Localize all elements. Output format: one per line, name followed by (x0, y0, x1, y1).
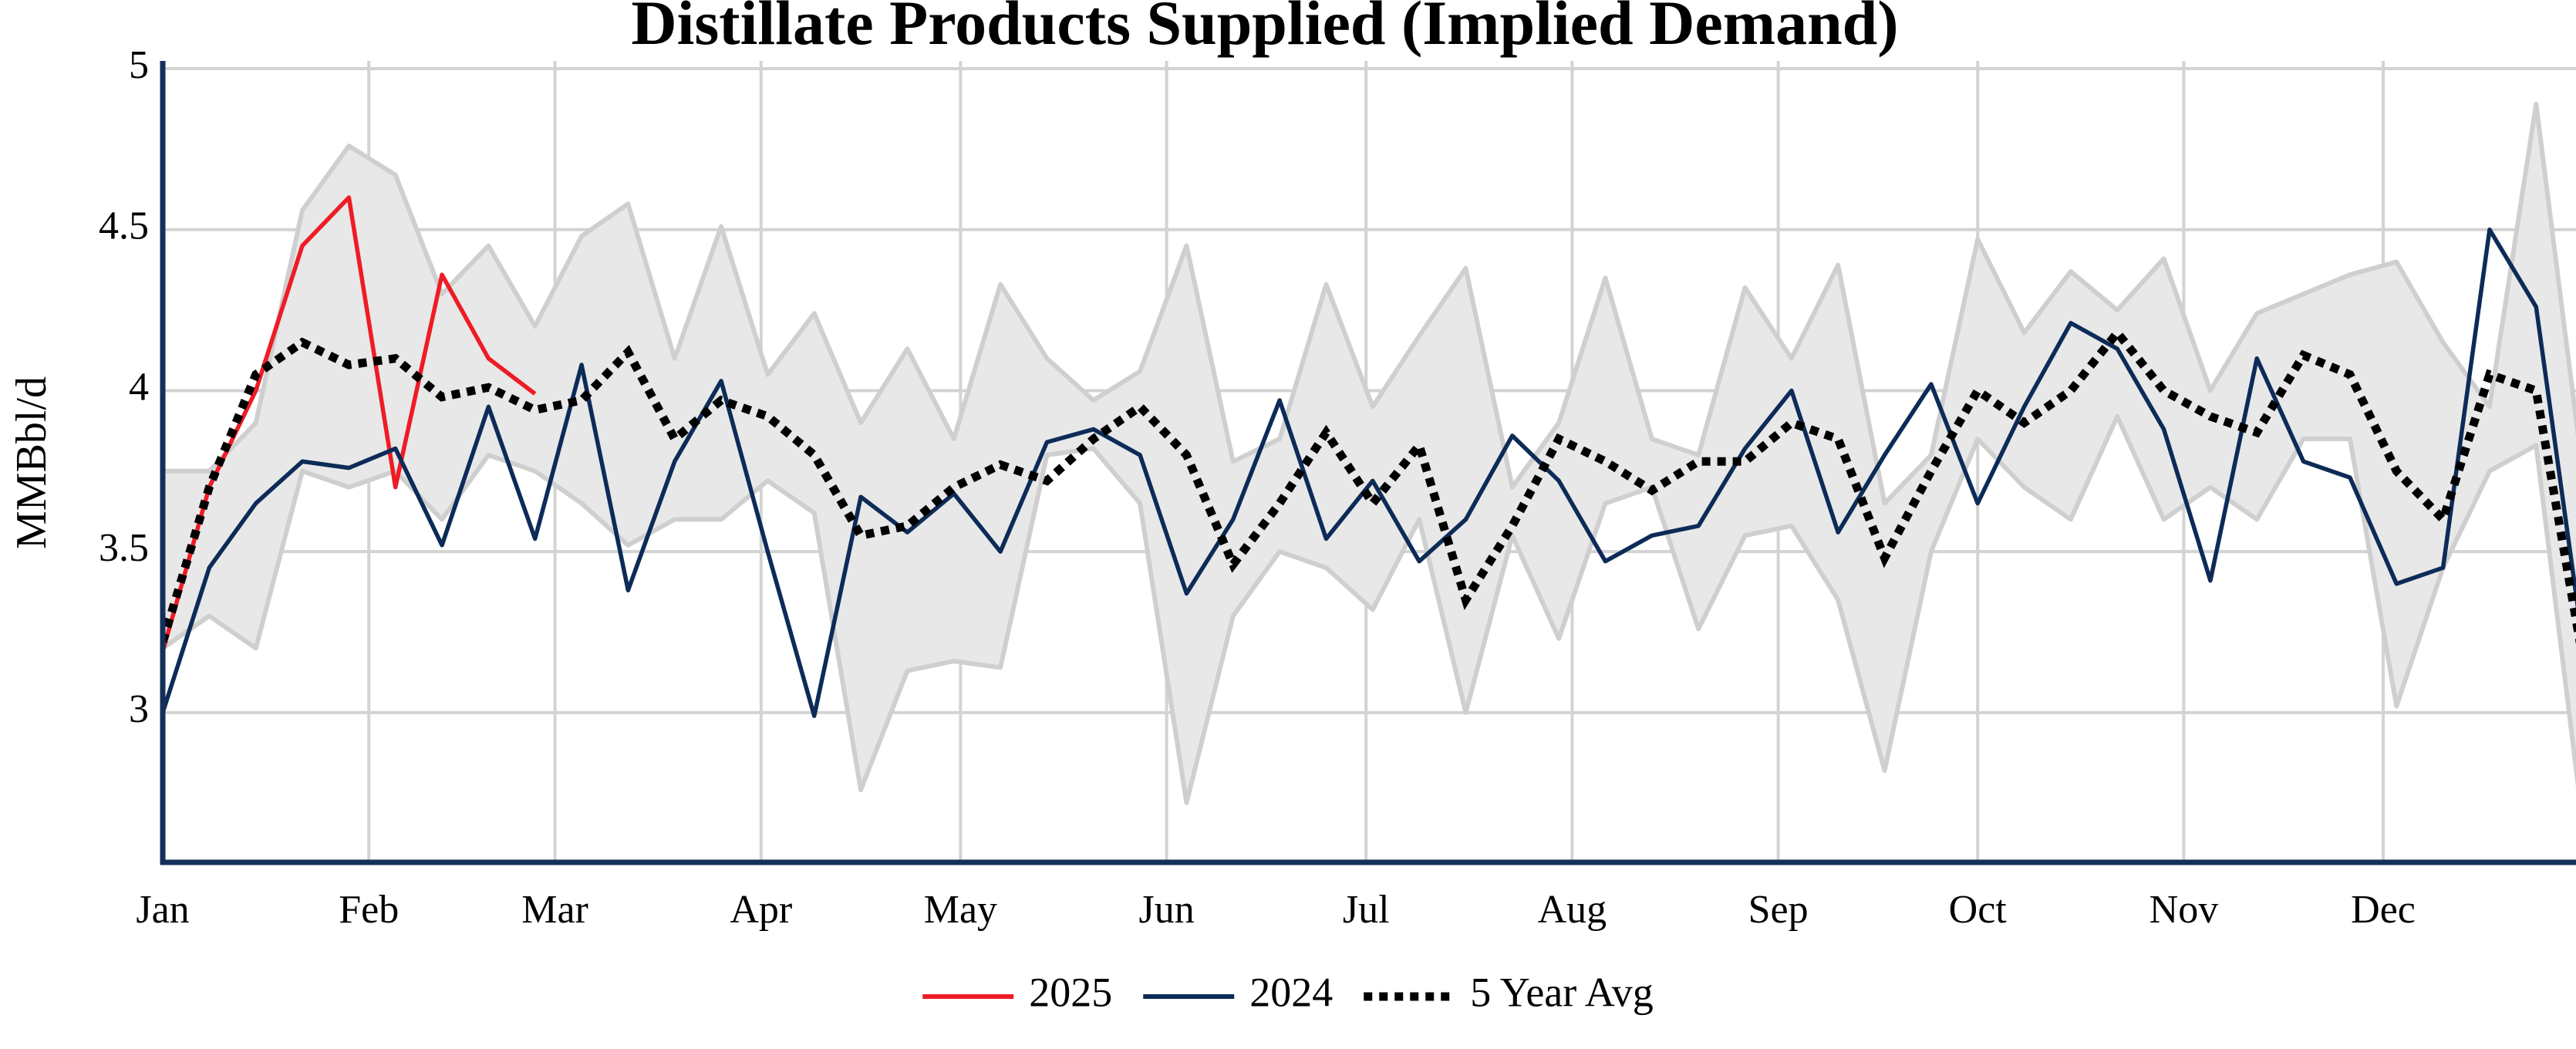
legend: 2025 2024 5 Year Avg (922, 969, 1654, 1015)
y-tick-label: 3.5 (99, 526, 149, 570)
x-tick-label: Oct (1949, 888, 2008, 932)
x-tick-label: Sep (1748, 888, 1809, 932)
x-tick-label: Aug (1538, 888, 1607, 932)
x-tick-label: Feb (339, 888, 399, 932)
x-tick-label: Jan (136, 888, 189, 932)
range-edge (163, 101, 2576, 506)
x-tick-label: Nov (2149, 888, 2219, 932)
plot-area (163, 101, 2576, 805)
legend-label: 2025 (1029, 969, 1112, 1015)
legend-label: 2024 (1249, 969, 1333, 1015)
y-tick-label: 3 (129, 687, 149, 731)
x-tick-label: Apr (730, 888, 792, 932)
x-tick-label: Jul (1343, 888, 1390, 932)
y-tick-label: 5 (129, 43, 149, 87)
range-band (163, 103, 2576, 803)
range-edge (163, 413, 2576, 805)
legend-label: 5 Year Avg (1470, 969, 1654, 1015)
chart-title: Distillate Products Supplied (Implied De… (631, 0, 1898, 58)
series-line (163, 195, 537, 653)
y-axis-label: MMBbl/d (8, 376, 56, 549)
x-tick-label: May (924, 888, 997, 932)
x-tick-label: Jun (1138, 888, 1194, 932)
x-tick-label: Mar (521, 888, 588, 932)
y-tick-label: 4 (129, 365, 149, 409)
x-tick-label: Dec (2351, 888, 2416, 932)
y-tick-label: 4.5 (99, 204, 149, 248)
series-line (163, 227, 2576, 718)
